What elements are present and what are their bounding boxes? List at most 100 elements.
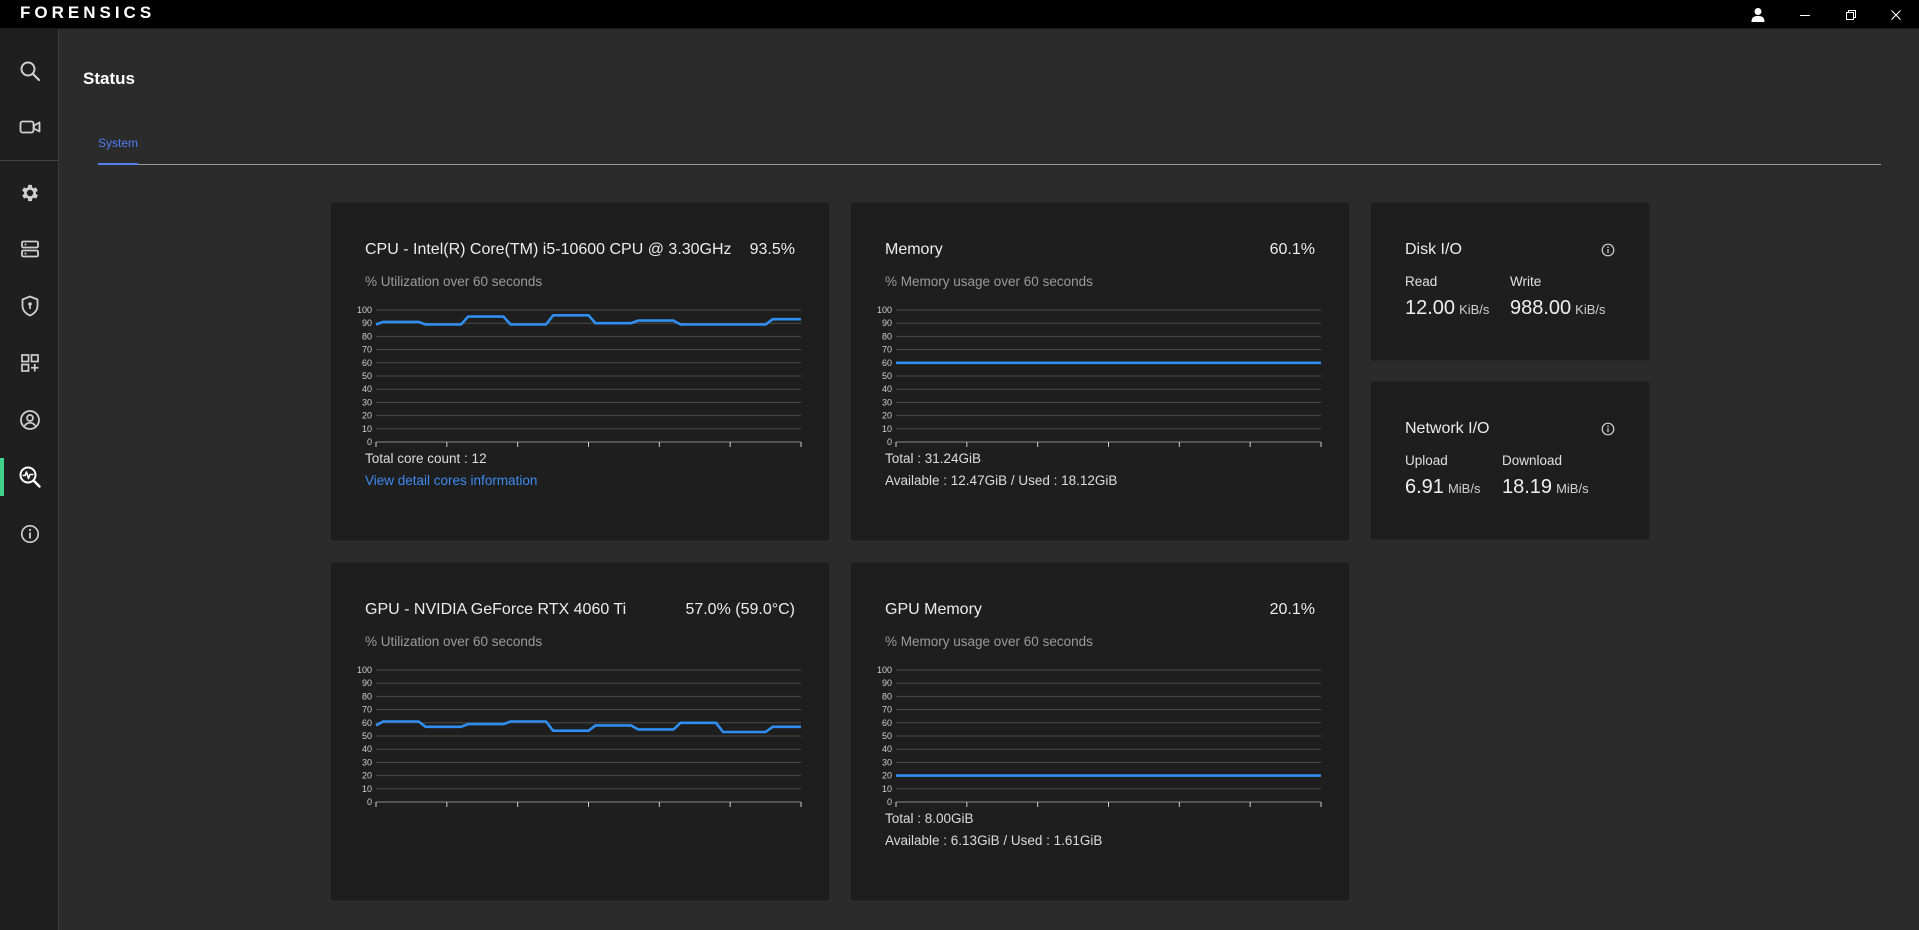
y-tick-label: 80 xyxy=(882,331,892,341)
cpu-usage-value: 93.5% xyxy=(749,241,795,258)
cpu-subtitle: % Utilization over 60 seconds xyxy=(365,274,543,289)
y-tick-label: 90 xyxy=(882,318,892,328)
disk-io-card: Disk I/O Read 12.00 KiB/s Write 988.00 KiB… xyxy=(1370,202,1650,361)
y-tick-label: 60 xyxy=(882,358,892,368)
memory-total: Total : 31.24GiB xyxy=(885,451,982,466)
gpu-memory-usage-value: 20.1% xyxy=(1269,601,1315,618)
restore-icon xyxy=(1846,9,1856,20)
shield-icon xyxy=(21,295,38,317)
cpu-chart: 0 10 20 30 40 50 60 70 80 90 100 xyxy=(357,305,802,447)
y-tick-label: 90 xyxy=(882,678,892,688)
y-tick-label: 30 xyxy=(882,757,892,767)
gpu-usage-value: 57.0% (59.0°C) xyxy=(685,601,795,618)
y-tick-label: 10 xyxy=(362,784,372,794)
y-tick-label: 60 xyxy=(362,718,372,728)
y-tick-label: 60 xyxy=(882,718,892,728)
network-io-info-icon[interactable] xyxy=(1601,422,1615,436)
page-title: Status xyxy=(83,69,135,88)
y-tick-label: 50 xyxy=(882,371,892,381)
cpu-title: CPU - Intel(R) Core(TM) i5-10600 CPU @ 3… xyxy=(365,241,732,258)
y-tick-label: 50 xyxy=(362,731,372,741)
series-line xyxy=(375,720,801,734)
system-monitor-icon xyxy=(19,466,41,488)
memory-chart: 0 10 20 30 40 50 60 70 80 90 100 xyxy=(877,305,1322,447)
sidebar-item-about[interactable] xyxy=(0,511,59,557)
y-tick-label: 0 xyxy=(367,437,372,447)
y-tick-label: 80 xyxy=(882,691,892,701)
info-icon xyxy=(20,524,39,544)
y-tick-label: 40 xyxy=(362,744,372,754)
y-tick-label: 30 xyxy=(362,757,372,767)
y-tick-label: 100 xyxy=(877,665,892,675)
y-tick-label: 100 xyxy=(357,305,372,315)
cpu-card: CPU - Intel(R) Core(TM) i5-10600 CPU @ 3… xyxy=(330,202,830,541)
y-tick-label: 20 xyxy=(362,411,372,421)
restore-button[interactable] xyxy=(1828,0,1874,29)
view-detail-cores-link[interactable]: View detail cores information xyxy=(365,473,538,488)
y-tick-label: 0 xyxy=(367,797,372,807)
server-icon xyxy=(20,240,39,258)
user-circle-icon xyxy=(19,410,40,430)
y-tick-label: 20 xyxy=(882,411,892,421)
network-io-title: Network I/O xyxy=(1405,420,1490,437)
gpu-card: GPU - NVIDIA GeForce RTX 4060 Ti 57.0% (… xyxy=(330,562,830,901)
gpu-memory-title: GPU Memory xyxy=(885,601,982,618)
network-upload-label: Upload xyxy=(1405,453,1448,468)
y-tick-label: 10 xyxy=(362,424,372,434)
sidebar-item-servers[interactable] xyxy=(0,226,59,272)
close-icon xyxy=(1891,9,1901,20)
memory-available-used: Available : 12.47GiB / Used : 18.12GiB xyxy=(885,473,1118,488)
y-tick-label: 70 xyxy=(882,345,892,355)
sidebar-item-security[interactable] xyxy=(0,283,59,329)
network-download-value: 18.19 MiB/s xyxy=(1502,476,1589,498)
close-button[interactable] xyxy=(1873,0,1919,29)
y-tick-label: 80 xyxy=(362,331,372,341)
y-tick-label: 0 xyxy=(887,797,892,807)
title-bar: FORENSICS xyxy=(0,0,1919,29)
sidebar-item-status[interactable] xyxy=(0,454,59,500)
user-account-button[interactable] xyxy=(1735,0,1781,29)
y-tick-label: 30 xyxy=(882,397,892,407)
y-tick-label: 90 xyxy=(362,318,372,328)
gpu-chart: 0 10 20 30 40 50 60 70 80 90 100 xyxy=(357,665,802,807)
cpu-core-count: Total core count : 12 xyxy=(365,451,487,466)
app-logo: FORENSICS xyxy=(20,3,156,22)
video-camera-icon xyxy=(19,120,40,134)
search-icon xyxy=(20,61,40,82)
y-tick-label: 0 xyxy=(887,437,892,447)
y-tick-label: 30 xyxy=(362,397,372,407)
sidebar-item-video[interactable] xyxy=(0,104,59,150)
y-tick-label: 20 xyxy=(362,771,372,781)
network-upload-value: 6.91 MiB/s xyxy=(1405,476,1481,498)
y-tick-label: 60 xyxy=(362,358,372,368)
disk-io-title: Disk I/O xyxy=(1405,241,1462,258)
y-tick-label: 40 xyxy=(362,384,372,394)
y-tick-label: 40 xyxy=(882,384,892,394)
sidebar-divider xyxy=(0,160,59,161)
sidebar-item-settings[interactable] xyxy=(0,170,59,216)
minimize-button[interactable] xyxy=(1782,0,1828,29)
y-tick-label: 80 xyxy=(362,691,372,701)
y-tick-label: 100 xyxy=(877,305,892,315)
disk-read-label: Read xyxy=(1405,274,1438,289)
y-tick-label: 50 xyxy=(362,371,372,381)
disk-write-label: Write xyxy=(1510,274,1542,289)
gear-icon xyxy=(21,184,38,202)
gpu-memory-available-used: Available : 6.13GiB / Used : 1.61GiB xyxy=(885,833,1103,848)
tab-system[interactable]: System xyxy=(98,136,138,160)
tab-bar: System xyxy=(98,128,1881,165)
y-tick-label: 20 xyxy=(882,771,892,781)
y-tick-label: 70 xyxy=(882,705,892,715)
sidebar-item-search[interactable] xyxy=(0,48,59,94)
y-tick-label: 100 xyxy=(357,665,372,675)
memory-subtitle: % Memory usage over 60 seconds xyxy=(885,274,1093,289)
network-io-card: Network I/O Upload 6.91 MiB/s Download 18… xyxy=(1370,381,1650,540)
disk-io-info-icon[interactable] xyxy=(1601,243,1615,257)
sidebar-item-users[interactable] xyxy=(0,397,59,443)
y-tick-label: 10 xyxy=(882,424,892,434)
memory-usage-value: 60.1% xyxy=(1269,241,1315,258)
y-tick-label: 50 xyxy=(882,731,892,741)
gpu-memory-card: GPU Memory 20.1% % Memory usage over 60 … xyxy=(850,562,1350,901)
sidebar-item-plugins[interactable] xyxy=(0,340,59,386)
tab-active-indicator xyxy=(98,163,138,165)
